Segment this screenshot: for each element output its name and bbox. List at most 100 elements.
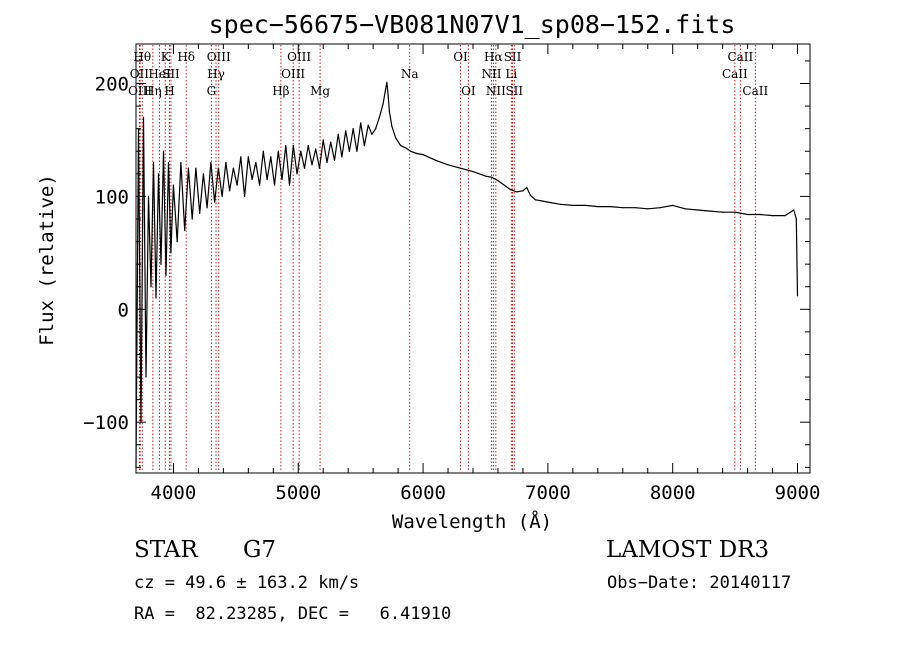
flux-data-point (559, 203, 561, 205)
flux-data-point (311, 164, 313, 166)
spectral-line-label: NII (481, 67, 501, 81)
spectral-line-label: NII (486, 84, 506, 98)
y-tick-label: 0 (118, 299, 129, 321)
flux-data-point (759, 213, 761, 216)
spectral-line-label: OI (461, 84, 476, 98)
chart-title: spec−56675−VB081N07V1_sp08−152.fits (209, 10, 736, 39)
spectral-line-markers (138, 45, 756, 472)
flux-data-point (382, 103, 384, 105)
x-tick-label: 4000 (151, 482, 197, 504)
flux-data-point (326, 161, 328, 164)
spectral-subclass: G7 (243, 537, 277, 563)
x-tick-label: 9000 (775, 482, 821, 504)
flux-data-point (375, 128, 377, 130)
flux-data-point (622, 207, 624, 209)
ra-dec-coordinates: RA = 82.23285, DEC = 6.41910 (134, 604, 452, 624)
spectral-line-label: OIII (281, 67, 305, 81)
y-axis-ticks: −100 0 100 200 (83, 60, 810, 468)
spectral-line-label: OIII (128, 84, 152, 98)
flux-data-point (337, 133, 339, 135)
flux-data-point (170, 252, 172, 254)
flux-data-point (409, 150, 412, 152)
flux-data-point (378, 116, 380, 118)
survey-name: LAMOST DR3 (606, 537, 770, 563)
flux-data-point (405, 147, 407, 149)
flux-data-point (243, 195, 246, 198)
flux-data-point (388, 111, 390, 113)
spectral-line-label: K (161, 50, 171, 64)
flux-data-point (363, 145, 366, 147)
flux-data-point (172, 184, 175, 186)
flux-data-point (318, 167, 321, 169)
flux-data-point (526, 186, 528, 188)
flux-data-point (722, 211, 724, 213)
y-tick-label: 100 (95, 186, 129, 208)
spectral-line-label: OII (130, 67, 150, 81)
flux-data-point (434, 159, 437, 161)
spectral-line-label: Na (401, 67, 419, 81)
x-axis-label: Wavelength (Å) (392, 510, 552, 533)
flux-data-point (609, 205, 611, 208)
flux-data-point (277, 150, 279, 152)
spectral-line-label: SII (505, 84, 523, 98)
flux-data-point (746, 213, 749, 216)
flux-data-point (345, 130, 347, 132)
spectral-line-label: Hα (484, 50, 503, 64)
flux-data-point (152, 161, 155, 164)
spectral-line-label: CaII (722, 67, 748, 81)
flux-data-point (497, 180, 499, 182)
flux-data-point (147, 195, 150, 198)
flux-data-point (187, 167, 190, 169)
flux-data-point (145, 376, 147, 378)
y-tick-label: −100 (83, 412, 129, 434)
flux-data-point (597, 205, 599, 208)
spectral-line-label: Mg (310, 84, 330, 98)
flux-data-point (341, 156, 343, 158)
flux-data-point (529, 194, 532, 196)
flux-data-point (541, 200, 543, 202)
flux-data-point (202, 173, 204, 175)
flux-data-point (422, 154, 424, 156)
observation-date: Obs−Date: 20140117 (607, 573, 792, 593)
flux-data-point (709, 210, 711, 212)
y-axis-label: Flux (relative) (36, 174, 58, 346)
flux-data-point (672, 204, 674, 207)
flux-data-point (155, 297, 157, 299)
object-class: STAR (134, 537, 198, 563)
flux-data-point (273, 184, 276, 186)
flux-data-point (400, 145, 402, 147)
flux-data-point (195, 167, 197, 169)
flux-data-point (217, 167, 219, 169)
flux-data-point (391, 125, 393, 128)
spectral-line-label: Hβ (272, 84, 289, 98)
flux-data-point (296, 173, 298, 175)
flux-data-point (247, 156, 249, 158)
flux-data-point (385, 88, 387, 90)
x-axis-ticks: 4000 5000 6000 7000 8000 9000 (151, 44, 821, 504)
flux-data-point (572, 204, 574, 207)
spectral-line-label: SII (504, 50, 522, 64)
flux-data-point (210, 161, 212, 164)
flux-data-point (229, 190, 231, 192)
flux-data-point (258, 184, 261, 186)
flux-data-point (322, 139, 324, 141)
flux-data-point (330, 141, 332, 143)
flux-data-point (160, 263, 162, 265)
flux-data-point (262, 150, 264, 152)
flux-data-point (288, 184, 291, 186)
spectral-line-label: Hγ (207, 67, 225, 81)
flux-data-point (281, 178, 283, 181)
flux-data-point (221, 195, 223, 198)
flux-data-point (386, 81, 388, 83)
flux-data-point (522, 190, 524, 192)
flux-data-point (371, 133, 373, 135)
flux-data-point (236, 184, 238, 186)
flux-data-point (266, 178, 268, 181)
flux-data-point (734, 211, 736, 213)
flux-data-point (333, 159, 336, 161)
flux-data-point (352, 128, 354, 130)
flux-data-point (184, 229, 186, 231)
flux-data-point (225, 161, 227, 164)
